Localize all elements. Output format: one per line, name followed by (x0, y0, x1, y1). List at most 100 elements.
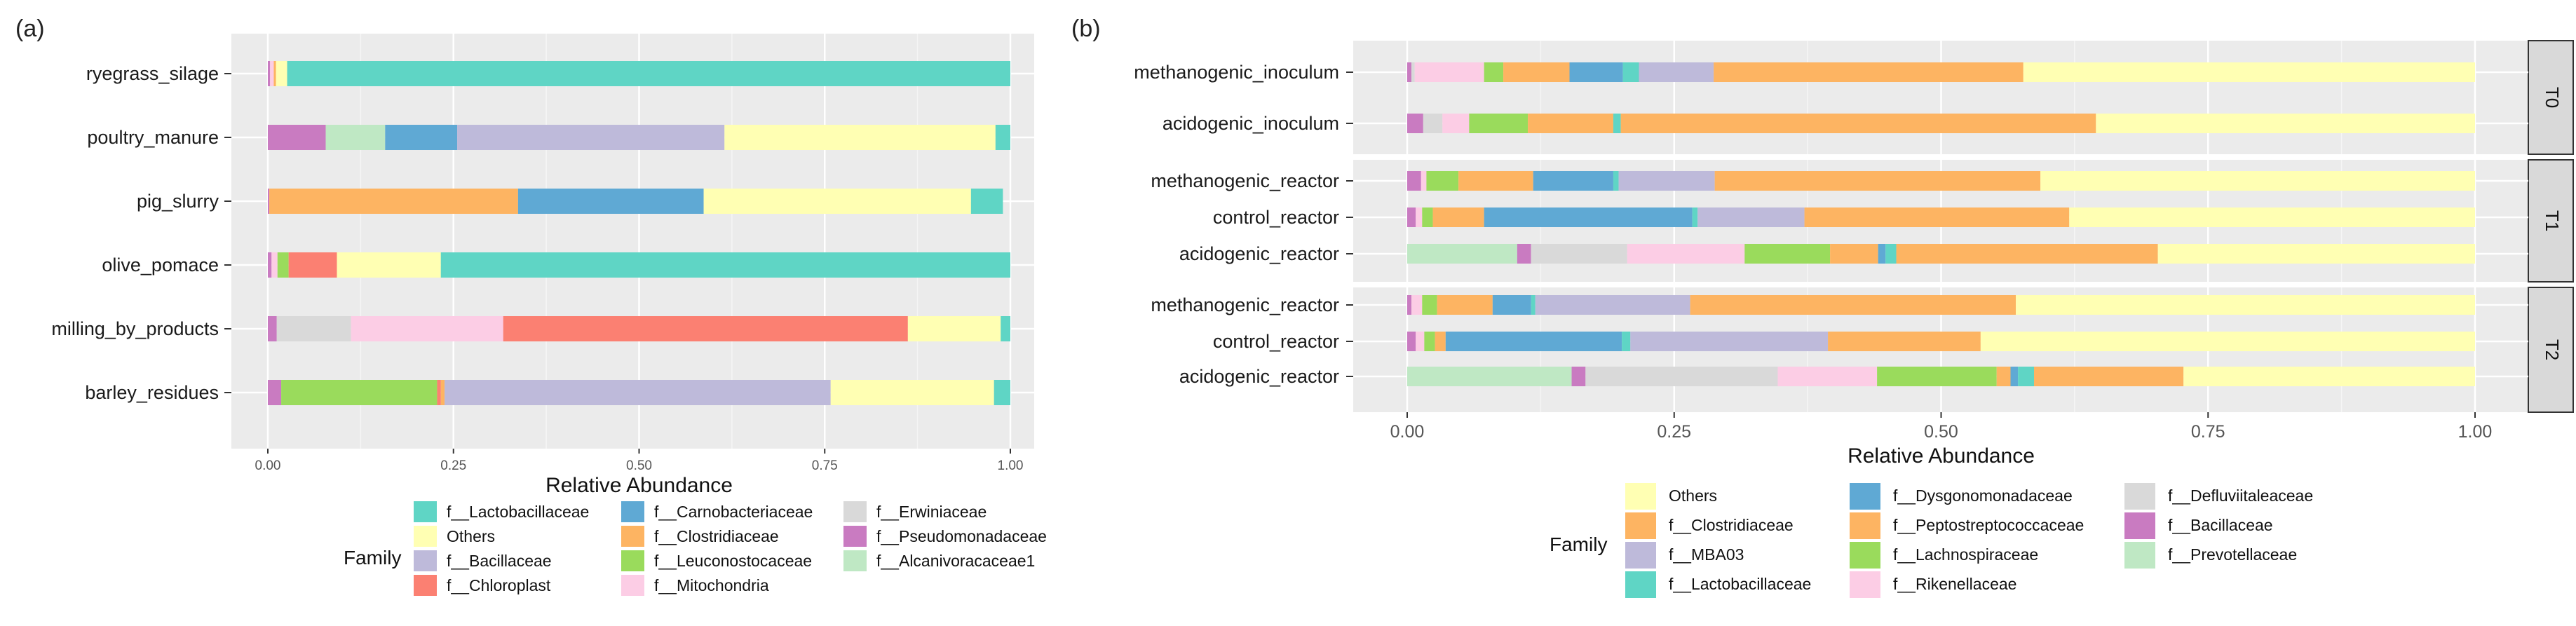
bar-segment (1618, 171, 1715, 191)
legend-label: f__Clostridiaceae (654, 527, 779, 545)
bar-segment (2018, 367, 2035, 386)
category-label: control_reactor (1213, 331, 1339, 352)
bar-segment (1442, 114, 1470, 133)
bar-segment (1630, 332, 1829, 351)
bar-segment (268, 125, 326, 150)
x-tick-label: 0.25 (1657, 422, 1691, 442)
bar-segment (1484, 62, 1504, 82)
legend-swatch (843, 550, 867, 571)
bar-segment (268, 189, 270, 214)
bar-segment (1422, 207, 1433, 227)
bar-segment (1411, 62, 1415, 82)
bar-segment (703, 189, 971, 214)
bar-segment (288, 252, 337, 278)
bar-segment (1001, 316, 1010, 341)
bar-segment (1407, 332, 1416, 351)
category-label: milling_by_products (51, 318, 219, 339)
legend-swatch (1625, 512, 1656, 539)
bar-segment (1896, 244, 2158, 264)
bar-segment (1437, 295, 1493, 315)
legend-label: f__Pseudomonadaceae (876, 527, 1047, 545)
bar-segment (1432, 207, 1484, 227)
bar-segment (1585, 367, 1778, 386)
legend-label: f__Erwiniaceae (876, 503, 987, 521)
legend-swatch (414, 575, 437, 596)
bar-segment (970, 189, 1003, 214)
bar-segment (276, 61, 287, 86)
bar-segment (1714, 62, 2023, 82)
bar-segment (1422, 295, 1437, 315)
legend-label: f__Carnobacteriaceae (654, 503, 813, 521)
bar-segment (1804, 207, 2070, 227)
legend-swatch (843, 526, 867, 547)
bar-segment (2010, 367, 2019, 386)
bar-segment (385, 125, 458, 150)
category-label: control_reactor (1213, 207, 1339, 228)
bar-segment (1613, 114, 1621, 133)
bar-segment (281, 380, 438, 405)
legend-label: f__Peptostreptococcaceae (1893, 516, 2084, 534)
bar-segment (1423, 114, 1443, 133)
category-label: olive_pomace (102, 254, 219, 275)
legend-swatch (843, 501, 867, 522)
bar-segment (1458, 171, 1533, 191)
bar-segment (1980, 332, 2475, 351)
x-tick-label: 0.50 (626, 458, 652, 473)
bar-segment (1569, 62, 1623, 82)
category-label: acidogenic_reactor (1179, 366, 1339, 387)
bar-segment (1535, 295, 1690, 315)
bar-segment (1484, 207, 1693, 227)
bar-segment (1411, 295, 1423, 315)
bar-segment (1416, 332, 1425, 351)
bar-segment (517, 189, 704, 214)
bar-segment (503, 316, 908, 341)
category-label: pig_slurry (137, 191, 219, 212)
bar-segment (1885, 244, 1897, 264)
category-label: methanogenic_inoculum (1134, 62, 1339, 83)
legend-swatch (621, 550, 644, 571)
x-tick-label: 0.75 (2191, 422, 2225, 442)
bar-segment (2183, 367, 2475, 386)
bar-segment (1503, 62, 1570, 82)
bar-segment (337, 252, 441, 278)
bar-segment (995, 125, 1010, 150)
bar-segment (287, 61, 1011, 86)
bar-segment (273, 61, 276, 86)
bar-segment (1424, 332, 1435, 351)
bar-segment (1622, 332, 1631, 351)
bar-segment (1407, 171, 1421, 191)
bar-segment (445, 380, 831, 405)
legend-title: Family (344, 547, 401, 569)
category-label: acidogenic_inoculum (1162, 113, 1339, 134)
bar-segment (270, 61, 274, 86)
x-tick-label: 1.00 (998, 458, 1024, 473)
legend-label: f__Defluviitaleaceae (2168, 486, 2313, 505)
x-axis-title: Relative Abundance (545, 474, 733, 497)
bar-segment (1414, 62, 1484, 82)
bar-segment (1416, 207, 1423, 227)
category-label: ryegrass_silage (86, 63, 219, 84)
bar-segment (271, 252, 278, 278)
bar-segment (268, 316, 277, 341)
legend-swatch (621, 575, 644, 596)
x-tick-label: 0.75 (812, 458, 838, 473)
legend-label: Others (1669, 486, 1717, 505)
bar-segment (1528, 114, 1613, 133)
bar-segment (1407, 295, 1412, 315)
legend-swatch (2124, 483, 2155, 510)
bar-segment (1877, 367, 1997, 386)
bar-segment (830, 380, 994, 405)
panel-b-letter: (b) (1071, 15, 1101, 42)
legend-swatch (414, 526, 437, 547)
legend-swatch (1625, 542, 1656, 569)
bar-segment (2096, 114, 2475, 133)
bar-segment (1426, 171, 1459, 191)
legend-label: f__Lachnospiraceae (1893, 545, 2038, 564)
bar-segment (268, 380, 282, 405)
facet-strip (2528, 287, 2574, 413)
category-label: methanogenic_reactor (1151, 170, 1339, 191)
facet-strip-label: T0 (2542, 87, 2563, 108)
legend-swatch (621, 501, 644, 522)
x-tick-label: 1.00 (2458, 422, 2493, 442)
